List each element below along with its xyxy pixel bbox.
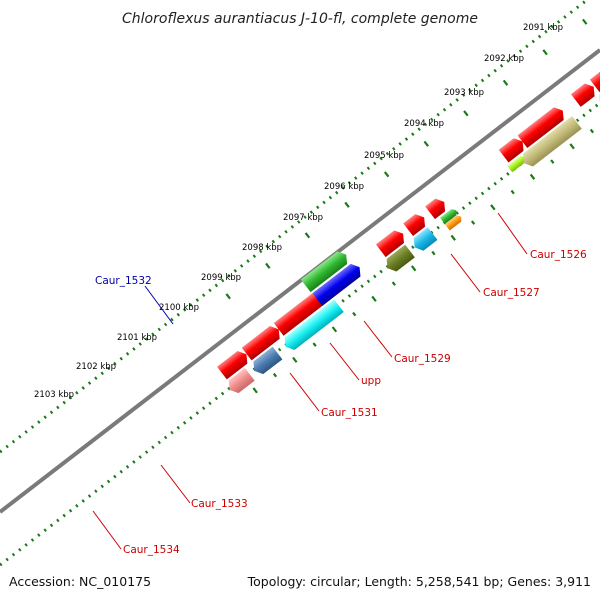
gene-arrow[interactable] xyxy=(375,227,408,258)
outer-ruler-track xyxy=(0,0,590,454)
tick-label: 2093 kbp xyxy=(444,88,484,98)
gene-label-caur-1531[interactable]: Caur_1531 xyxy=(321,407,378,419)
tick-label: 2098 kbp xyxy=(242,243,282,253)
tick-label: 2102 kbp xyxy=(76,362,116,372)
gene-arrow[interactable] xyxy=(410,227,438,254)
gene-arrow[interactable] xyxy=(300,248,351,293)
tick-label: 2096 kbp xyxy=(324,182,364,192)
gene-arrow[interactable] xyxy=(241,323,284,361)
tick-label: 2101 kbp xyxy=(117,333,157,343)
gene-label-caur-1533[interactable]: Caur_1533 xyxy=(191,498,248,510)
leader-lines xyxy=(92,212,528,550)
tick-label: 2097 kbp xyxy=(283,213,323,223)
gene-arrow[interactable] xyxy=(425,196,449,220)
tick-label: 2095 kbp xyxy=(364,151,404,161)
gene-arrow[interactable] xyxy=(517,104,568,148)
gene-arrow[interactable] xyxy=(312,261,365,306)
tick-label: 2094 kbp xyxy=(404,119,444,129)
genome-backbone xyxy=(0,48,600,514)
gene-arrow[interactable] xyxy=(498,135,528,163)
outer-ruler-dots xyxy=(0,0,590,454)
tick-label: 2100 kbp xyxy=(159,303,199,313)
accession-text: Accession: NC_010175 xyxy=(9,574,151,589)
topology-text: Topology: circular; Length: 5,258,541 bp… xyxy=(247,574,591,589)
gene-arrow[interactable] xyxy=(507,154,527,173)
tick-label: 2099 kbp xyxy=(201,273,241,283)
gene-arrow[interactable] xyxy=(403,211,429,237)
gene-label-caur-1534[interactable]: Caur_1534 xyxy=(123,544,180,556)
gene-arrow[interactable] xyxy=(225,368,255,396)
gene-label-caur-1532[interactable]: Caur_1532 xyxy=(95,275,152,287)
gene-label-caur-1529[interactable]: Caur_1529 xyxy=(394,353,451,365)
gene-label-upp[interactable]: upp xyxy=(361,375,381,387)
gene-arrow[interactable] xyxy=(570,80,599,107)
inner-ticks xyxy=(252,128,595,394)
tick-labels: 2091 kbp 2092 kbp 2093 kbp 2094 kbp 2095… xyxy=(34,23,563,400)
tick-label: 2091 kbp xyxy=(523,23,563,33)
gene-arrow[interactable] xyxy=(273,284,334,336)
outer-ticks xyxy=(225,18,588,300)
map-title: Chloroflexus aurantiacus J-10-fl, comple… xyxy=(122,11,478,27)
gene-arrow[interactable] xyxy=(439,207,459,225)
gene-arrow[interactable] xyxy=(217,348,251,380)
feature-track xyxy=(217,18,600,396)
gene-arrow[interactable] xyxy=(444,213,464,231)
tick-label: 2092 kbp xyxy=(484,54,524,64)
gene-arrow[interactable] xyxy=(281,299,344,353)
gene-arrow[interactable] xyxy=(589,62,600,93)
gene-label-caur-1526[interactable]: Caur_1526 xyxy=(530,249,587,261)
gene-arrow[interactable] xyxy=(519,116,582,169)
tick-label: 2103 kbp xyxy=(34,390,74,400)
gene-label-caur-1527[interactable]: Caur_1527 xyxy=(483,287,540,299)
gene-arrow[interactable] xyxy=(249,346,283,378)
gene-arrow[interactable] xyxy=(383,244,415,275)
